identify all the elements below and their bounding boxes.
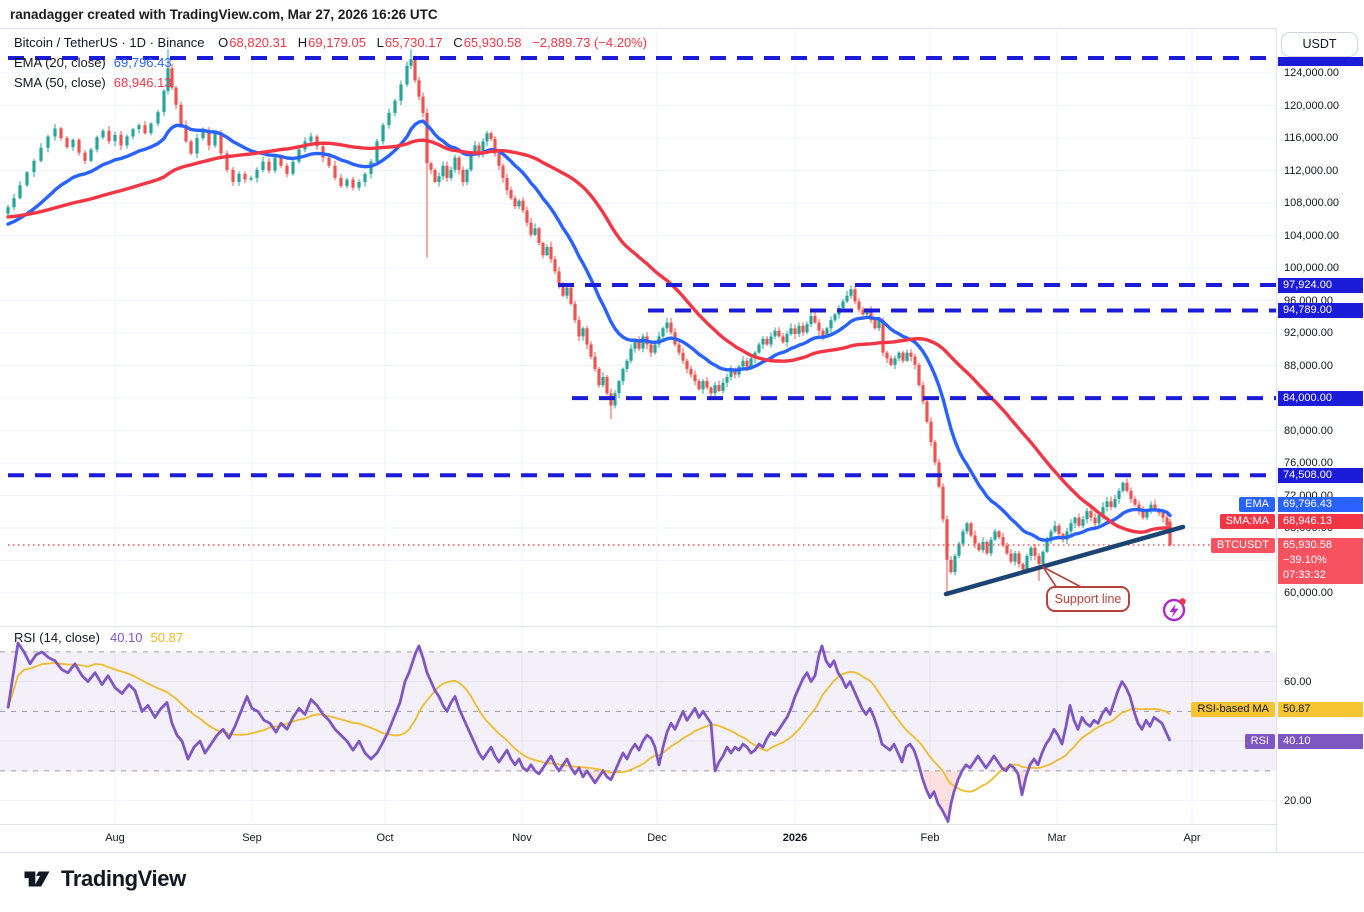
rsi-value: 40.10 xyxy=(109,630,143,645)
level-price-badge: 94,789.00 xyxy=(1278,302,1363,318)
sma-axis-badge: 68,946.13 xyxy=(1278,513,1363,529)
change-percent: −39.10% xyxy=(1283,553,1327,566)
level-price-badge: 97,924.00 xyxy=(1278,277,1363,293)
clipped-level-badge xyxy=(1278,57,1363,66)
chart-bottom-border xyxy=(0,852,1364,853)
ema-tag[interactable]: EMA xyxy=(1239,496,1275,512)
price-chart-canvas[interactable] xyxy=(0,0,1364,860)
close-label: C xyxy=(453,35,463,50)
pane-top-border xyxy=(0,28,1364,29)
price-tick-label: 124,000.00 xyxy=(1284,67,1340,80)
price-tick-label: 92,000.00 xyxy=(1284,327,1333,340)
rsi-legend-row[interactable]: RSI (14, close) 40.10 50.87 xyxy=(14,630,183,645)
high-value: 69,179.05 xyxy=(308,35,366,50)
tradingview-logo-text: TradingView xyxy=(61,866,186,891)
symbol-title: Bitcoin / TetherUS · 1D · Binance xyxy=(14,35,205,50)
sma-tag[interactable]: SMA:MA xyxy=(1219,513,1275,529)
time-axis-label: Aug xyxy=(105,832,125,844)
sma-label: SMA (50, close) xyxy=(14,75,106,90)
price-tick-label: 108,000.00 xyxy=(1284,197,1340,210)
rsi-ma-axis-badge: 50.87 xyxy=(1278,701,1363,717)
change-value: −2,889.73 (−4.20%) xyxy=(532,35,648,50)
time-axis-label: Dec xyxy=(647,832,667,844)
tradingview-logo-mark xyxy=(24,871,50,887)
rsi-axis-badge: 40.10 xyxy=(1278,733,1363,749)
time-axis-label: Feb xyxy=(920,832,940,844)
level-price-badge: 84,000.00 xyxy=(1278,390,1363,406)
low-value: 65,730.17 xyxy=(384,35,443,50)
rsi-tick-label: 60.00 xyxy=(1284,675,1312,688)
price-tick-label: 104,000.00 xyxy=(1284,229,1340,242)
symbol-tag[interactable]: BTCUSDT xyxy=(1211,537,1275,553)
last-price: 65,930.58 xyxy=(1283,538,1332,551)
price-tick-label: 60,000.00 xyxy=(1284,587,1333,600)
price-scale[interactable]: 124,000.00 120,000.00 116,000.00 112,000.00… xyxy=(1277,28,1364,852)
ema-label: EMA (20, close) xyxy=(14,55,106,70)
rsi-axis-divider xyxy=(0,824,1364,825)
ema-axis-badge: 69,796.43 xyxy=(1278,496,1363,512)
watermark-text: ranadagger created with TradingView.com,… xyxy=(10,7,438,22)
price-tick-label: 80,000.00 xyxy=(1284,424,1333,437)
time-axis-label: Nov xyxy=(512,832,532,844)
ema-value: 69,796.43 xyxy=(113,55,172,70)
sma-value: 68,946.13 xyxy=(113,75,172,90)
price-tick-label: 88,000.00 xyxy=(1284,359,1333,372)
level-price-badge: 74,508.00 xyxy=(1278,467,1363,483)
price-rsi-divider[interactable] xyxy=(0,626,1364,627)
time-axis-label: Oct xyxy=(376,832,394,844)
open-value: 68,820.31 xyxy=(229,35,288,50)
currency-toggle-button[interactable]: USDT xyxy=(1281,32,1358,57)
rsi-tick-label: 20.00 xyxy=(1284,794,1312,807)
price-scale-border xyxy=(1276,28,1277,852)
price-tick-label: 100,000.00 xyxy=(1284,262,1340,275)
symbol-legend-row[interactable]: Bitcoin / TetherUS · 1D · Binance O68,82… xyxy=(14,34,647,51)
rsi-ma-tag[interactable]: RSI-based MA xyxy=(1191,701,1275,717)
rsi-tag[interactable]: RSI xyxy=(1244,733,1275,749)
flash-events-icon[interactable] xyxy=(1161,596,1189,624)
last-price-badge: 65,930.58 −39.10% 07:33:32 xyxy=(1278,537,1363,584)
time-axis-label: 2026 xyxy=(782,832,808,844)
tradingview-logo[interactable]: TradingView xyxy=(22,864,186,894)
close-value: 65,930.58 xyxy=(463,35,522,50)
low-label: L xyxy=(376,35,384,50)
time-axis-label: Mar xyxy=(1047,832,1067,844)
open-label: O xyxy=(218,35,229,50)
sma-legend-row[interactable]: SMA (50, close) 68,946.13 xyxy=(14,74,647,91)
price-tick-label: 116,000.00 xyxy=(1284,132,1339,145)
ema-legend-row[interactable]: EMA (20, close) 69,796.43 xyxy=(14,54,647,71)
bar-countdown: 07:33:32 xyxy=(1283,568,1326,581)
high-label: H xyxy=(297,35,308,50)
rsi-label: RSI (14, close) xyxy=(14,630,100,645)
rsi-ma-value: 50.87 xyxy=(150,630,184,645)
legend: Bitcoin / TetherUS · 1D · Binance O68,82… xyxy=(14,34,647,94)
price-tick-label: 112,000.00 xyxy=(1284,164,1339,177)
time-axis-label: Apr xyxy=(1183,832,1201,844)
price-tick-label: 76,000.00 xyxy=(1284,457,1333,470)
support-line-callout[interactable]: Support line xyxy=(1046,586,1130,612)
price-tick-label: 120,000.00 xyxy=(1284,99,1340,112)
time-axis-label: Sep xyxy=(242,832,262,844)
